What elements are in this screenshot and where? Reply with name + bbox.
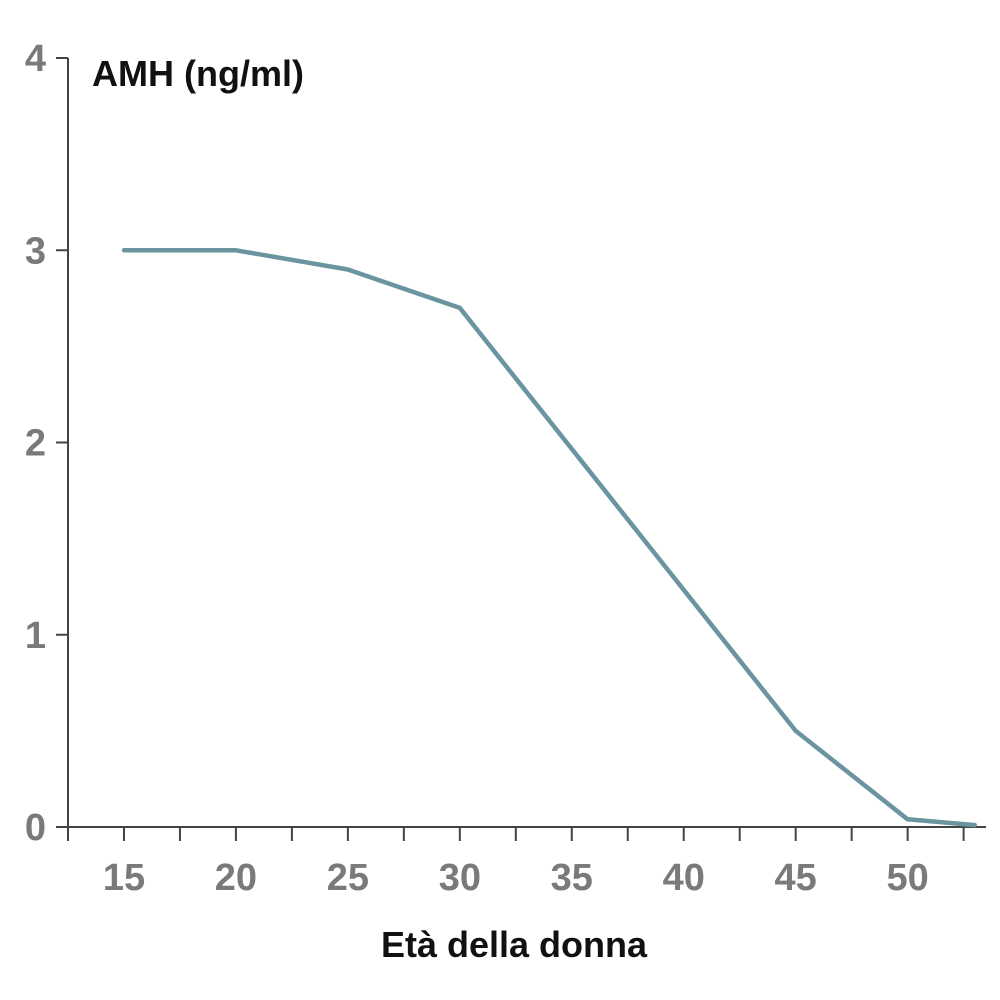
x-tick-label: 20 [215, 857, 257, 899]
x-tick-label: 15 [103, 857, 145, 899]
y-axis-title: AMH (ng/ml) [92, 53, 304, 94]
y-tick-label: 1 [25, 615, 46, 657]
y-tick-label: 4 [25, 38, 46, 80]
x-tick-label: 40 [663, 857, 705, 899]
x-axis-title: Età della donna [381, 924, 648, 965]
y-ticks: 0 1 2 3 4 [25, 38, 68, 849]
series-line [121, 248, 978, 828]
x-tick-label: 45 [775, 857, 817, 899]
x-ticks: 15 20 25 30 35 40 45 50 [67, 827, 965, 899]
axes [56, 58, 986, 828]
y-tick-label: 0 [25, 807, 46, 849]
x-tick-label: 35 [551, 857, 593, 899]
x-tick-label: 30 [439, 857, 481, 899]
y-tick-label: 3 [25, 230, 46, 272]
series-group [121, 248, 978, 828]
x-tick-label: 50 [886, 857, 928, 899]
y-tick-label: 2 [25, 423, 46, 465]
x-tick-label: 25 [327, 857, 369, 899]
